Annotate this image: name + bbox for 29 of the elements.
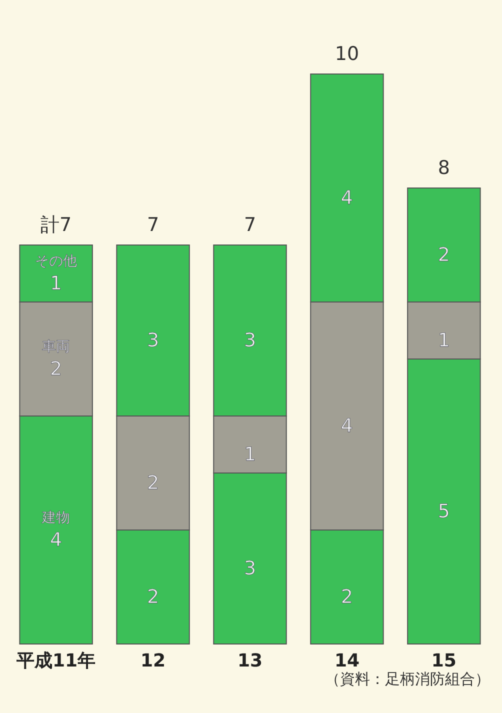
x-tick-label: 12: [140, 650, 166, 672]
data-label: 1: [244, 444, 256, 466]
data-label: 3: [146, 330, 160, 352]
data-label: 2: [146, 472, 160, 494]
data-label: 1: [438, 330, 450, 352]
x-tick-label: 14: [334, 650, 360, 672]
data-label: 2: [146, 586, 160, 608]
total-label: 計7: [40, 214, 72, 236]
series-label: 車両: [42, 339, 70, 355]
data-label: 2: [50, 358, 62, 380]
data-label: 1: [50, 272, 62, 294]
data-label: 4: [340, 187, 354, 209]
x-tick-label: 15: [431, 650, 456, 672]
data-label: 4: [340, 415, 354, 437]
total-label: 8: [438, 157, 450, 179]
data-label: 3: [244, 558, 256, 580]
total-label: 7: [146, 214, 160, 236]
data-label: 4: [50, 529, 62, 551]
x-tick-label: 13: [237, 650, 263, 672]
data-label: 2: [438, 244, 450, 266]
data-label: 5: [438, 500, 450, 522]
series-label: その他: [35, 254, 78, 270]
x-tick-label: 平成11年: [16, 650, 96, 672]
data-label: 2: [340, 586, 354, 608]
total-label: 10: [334, 43, 360, 65]
total-label: 7: [244, 214, 256, 236]
text: （資料：足柄消防組合）: [325, 670, 490, 688]
series-label: 建物: [41, 510, 70, 526]
data-label: 3: [244, 330, 256, 352]
